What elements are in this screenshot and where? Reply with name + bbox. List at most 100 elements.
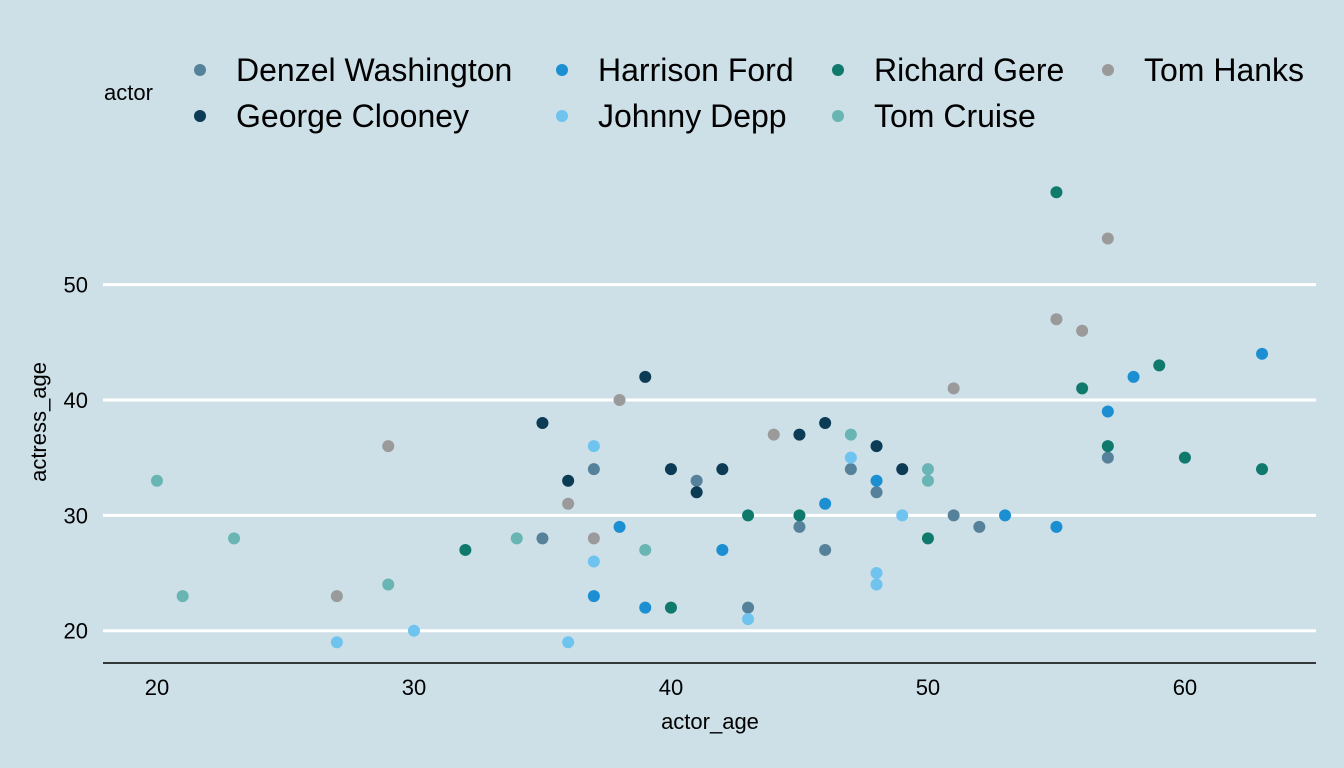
legend-label: Johnny Depp (598, 98, 787, 134)
series-points (587, 347, 1269, 614)
data-point (742, 613, 755, 626)
legend-item: Tom Hanks (1102, 52, 1304, 88)
series-points (330, 440, 909, 649)
data-point (536, 532, 549, 545)
data-point (536, 417, 549, 430)
data-point (1101, 232, 1114, 245)
data-point (742, 509, 755, 522)
data-point (613, 393, 626, 406)
data-point (1050, 520, 1063, 533)
data-point (870, 474, 883, 487)
legend-item: Richard Gere (832, 52, 1064, 88)
data-point (947, 382, 960, 395)
x-tick-label: 50 (916, 675, 940, 700)
series-points (150, 428, 934, 603)
data-point (1153, 359, 1166, 372)
data-point (587, 532, 600, 545)
data-point (844, 451, 857, 464)
data-point (664, 463, 677, 476)
data-point (664, 601, 677, 614)
data-point (639, 601, 652, 614)
data-point (690, 486, 703, 499)
data-point (896, 463, 909, 476)
tick-labels: 20 30 40 50 20 30 40 50 60 (64, 273, 1198, 700)
data-point (1101, 405, 1114, 418)
legend-item: Tom Cruise (832, 98, 1036, 134)
data-point (819, 417, 832, 430)
data-points (150, 186, 1269, 649)
data-point (767, 428, 780, 441)
data-point (176, 590, 189, 603)
data-point (973, 520, 986, 533)
data-point (382, 578, 395, 591)
y-tick-label: 20 (64, 619, 88, 644)
legend-label: Richard Gere (874, 52, 1064, 88)
legend: actor Denzel Washington George Clooney Har… (104, 52, 1304, 134)
gridlines (103, 283, 1316, 633)
data-point (407, 624, 420, 637)
legend-marker (194, 110, 206, 122)
data-point (1050, 186, 1063, 199)
data-point (1076, 382, 1089, 395)
data-point (921, 474, 934, 487)
data-point (562, 497, 575, 510)
legend-label: Tom Cruise (874, 98, 1036, 134)
legend-item: George Clooney (194, 98, 469, 134)
data-point (999, 509, 1012, 522)
data-point (1101, 451, 1114, 464)
data-point (844, 463, 857, 476)
legend-label: George Clooney (236, 98, 469, 134)
series-points (536, 370, 909, 499)
data-point (330, 590, 343, 603)
data-point (819, 543, 832, 556)
legend-label: Tom Hanks (1144, 52, 1304, 88)
data-point (562, 474, 575, 487)
data-point (793, 520, 806, 533)
y-tick-label: 40 (64, 388, 88, 413)
legend-marker (832, 110, 844, 122)
legend-item: Denzel Washington (194, 52, 512, 88)
data-point (639, 543, 652, 556)
series-points (330, 232, 1114, 603)
series-points (536, 451, 1114, 614)
axes: actor_age actress_age (26, 362, 1316, 734)
legend-title: actor (104, 80, 153, 105)
data-point (1178, 451, 1191, 464)
legend-marker (556, 110, 568, 122)
legend-item: Johnny Depp (556, 98, 787, 134)
data-point (947, 509, 960, 522)
y-axis-title: actress_age (26, 362, 51, 482)
y-tick-label: 30 (64, 503, 88, 528)
series-points (459, 186, 1269, 614)
data-point (562, 636, 575, 649)
data-point (1101, 440, 1114, 453)
legend-label: Denzel Washington (236, 52, 512, 88)
data-point (716, 463, 729, 476)
data-point (510, 532, 523, 545)
x-tick-label: 20 (145, 675, 169, 700)
legend-marker (556, 64, 568, 76)
legend-label: Harrison Ford (598, 52, 794, 88)
x-tick-label: 30 (402, 675, 426, 700)
legend-marker (194, 64, 206, 76)
data-point (587, 555, 600, 568)
data-point (844, 428, 857, 441)
data-point (587, 440, 600, 453)
legend-item: Harrison Ford (556, 52, 794, 88)
data-point (921, 532, 934, 545)
data-point (382, 440, 395, 453)
data-point (793, 428, 806, 441)
data-point (1127, 370, 1140, 383)
data-point (1256, 347, 1269, 360)
data-point (793, 509, 806, 522)
y-tick-label: 50 (64, 273, 88, 298)
data-point (742, 601, 755, 614)
data-point (870, 440, 883, 453)
data-point (228, 532, 241, 545)
data-point (921, 463, 934, 476)
x-tick-label: 40 (659, 675, 683, 700)
data-point (330, 636, 343, 649)
legend-marker (1102, 64, 1114, 76)
legend-marker (832, 64, 844, 76)
